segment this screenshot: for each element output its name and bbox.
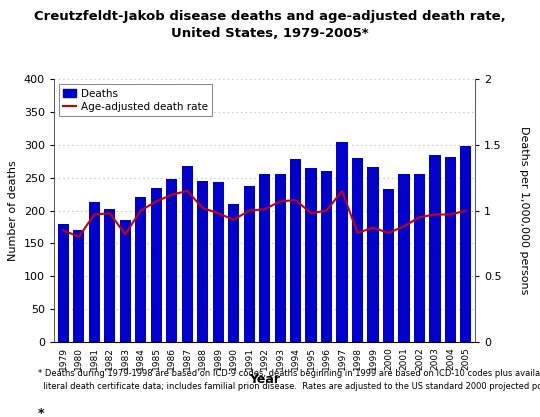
Y-axis label: Number of deaths: Number of deaths xyxy=(8,160,18,261)
Bar xyxy=(336,142,348,342)
Bar xyxy=(399,174,409,342)
Bar xyxy=(259,174,270,342)
Bar xyxy=(89,202,100,342)
Bar xyxy=(321,171,332,342)
Bar xyxy=(274,174,286,342)
Text: literal death certificate data; includes familial prion disease.  Rates are adju: literal death certificate data; includes… xyxy=(38,382,540,391)
Bar xyxy=(120,221,131,342)
Legend: Deaths, Age-adjusted death rate: Deaths, Age-adjusted death rate xyxy=(59,84,212,116)
Bar xyxy=(367,166,379,342)
Bar xyxy=(306,168,316,342)
Text: United States, 1979-2005*: United States, 1979-2005* xyxy=(171,27,369,40)
Text: Creutzfeldt-Jakob disease deaths and age-adjusted death rate,: Creutzfeldt-Jakob disease deaths and age… xyxy=(34,10,506,23)
Text: *: * xyxy=(38,407,44,417)
X-axis label: Year: Year xyxy=(249,372,280,386)
Bar xyxy=(213,182,224,342)
Y-axis label: Deaths per 1,000,000 persons: Deaths per 1,000,000 persons xyxy=(518,126,529,295)
Bar xyxy=(166,179,177,342)
Bar xyxy=(290,159,301,342)
Bar xyxy=(181,166,193,342)
Bar xyxy=(228,204,239,342)
Bar xyxy=(414,174,425,342)
Bar xyxy=(445,157,456,342)
Bar xyxy=(460,146,471,342)
Text: * Deaths during 1979-1998 are based on ICD-9 codes, deaths beginning in 1999 are: * Deaths during 1979-1998 are based on I… xyxy=(38,369,540,378)
Bar xyxy=(244,186,255,342)
Bar xyxy=(383,189,394,342)
Bar xyxy=(429,155,441,342)
Bar xyxy=(352,158,363,342)
Bar xyxy=(58,224,69,342)
Bar xyxy=(151,188,162,342)
Bar xyxy=(104,209,116,342)
Bar xyxy=(73,230,84,342)
Bar xyxy=(135,197,146,342)
Bar xyxy=(197,181,208,342)
